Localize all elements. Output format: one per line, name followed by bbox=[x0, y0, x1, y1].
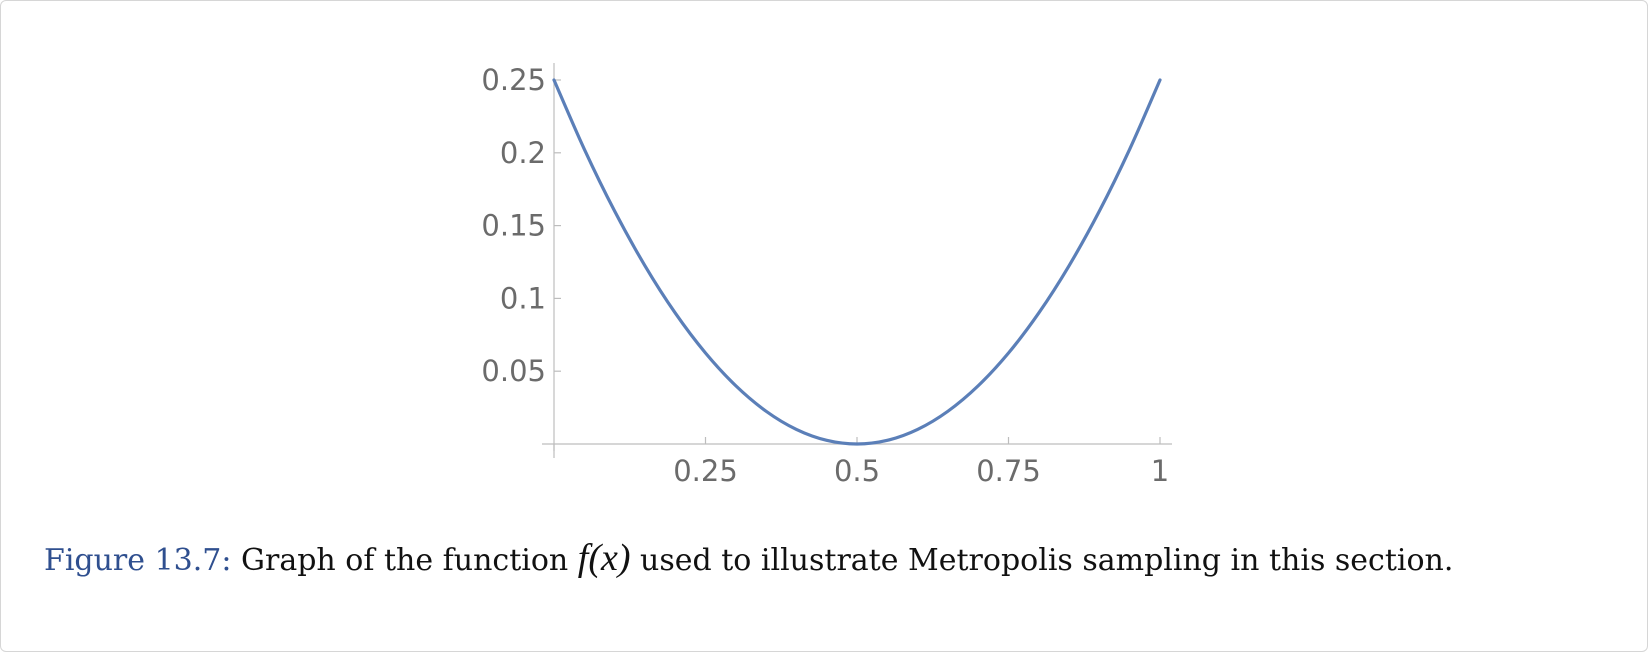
y-tick-label-0.25: 0.25 bbox=[481, 63, 546, 97]
y-tick-label-0.1: 0.1 bbox=[500, 281, 546, 315]
figure-label[interactable]: Figure 13.7: bbox=[44, 543, 232, 578]
x-tick-label-0.25: 0.25 bbox=[673, 454, 738, 488]
caption-text-after: used to illustrate Metropolis sampling i… bbox=[630, 543, 1454, 578]
y-tick-label-0.15: 0.15 bbox=[481, 209, 546, 243]
tick-labels: 0.25 0.5 0.75 1 0.05 0.1 0.15 0.2 0.25 bbox=[481, 63, 1169, 488]
series-line-0 bbox=[552, 78, 1162, 446]
figure-caption: Figure 13.7: Graph of the function f(x) … bbox=[44, 536, 1453, 580]
caption-text-before: Graph of the function bbox=[231, 543, 578, 578]
x-tick-label-0.5: 0.5 bbox=[834, 454, 880, 488]
y-tick-label-0.05: 0.05 bbox=[481, 354, 546, 388]
curve-layer bbox=[552, 78, 1162, 446]
axes bbox=[542, 63, 1172, 458]
function-plot: 0.25 0.5 0.75 1 0.05 0.1 0.15 0.2 0.25 bbox=[481, 63, 1172, 488]
function-symbol: f(x) bbox=[577, 537, 631, 579]
x-tick-label-0.75: 0.75 bbox=[976, 454, 1041, 488]
x-tick-label-1: 1 bbox=[1151, 454, 1169, 488]
y-tick-label-0.2: 0.2 bbox=[500, 136, 546, 170]
